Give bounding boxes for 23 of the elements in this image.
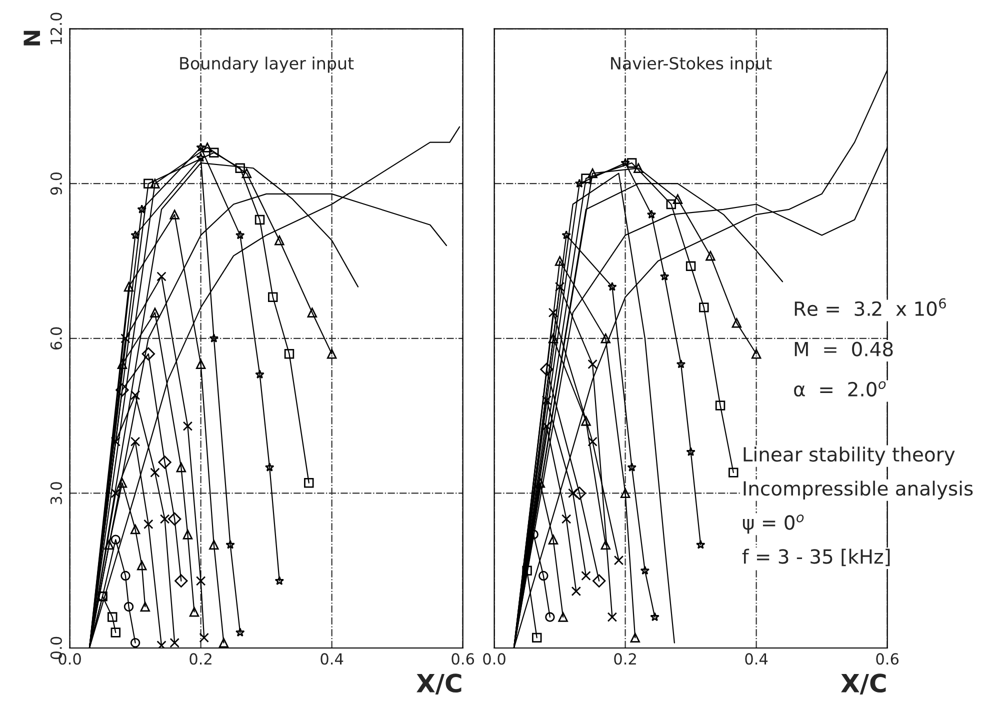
x-tick-label: 0.0 [483,653,506,665]
annotation: M = 0.48 [794,342,893,356]
x-tick-label: 0.2 [614,653,636,665]
text: Boundary layer input [180,56,354,73]
x-axis-title: X/C [416,674,462,695]
x-tick-label: 0.6 [876,653,899,665]
x-tick-label: 0.2 [190,653,212,665]
text: Navier-Stokes input [611,56,772,73]
x-tick-label: 0.4 [745,653,768,665]
y-tick-label: 6.0 [50,327,62,350]
annotation: Incompressible analysis [744,480,973,500]
x-tick-label: 0.6 [452,653,474,665]
annotation: α = 2.0$^{o}$ [794,381,886,397]
y-tick-label: 9.0 [50,172,62,195]
annotation: ψ = 0$^{o}$ [742,514,804,534]
annotation: f = 3 - 35 [kHz] [742,548,890,566]
y-tick-label: 12.0 [50,12,62,44]
x-tick-label: 0.4 [320,653,344,665]
x-axis-title: X/C [841,674,886,695]
y-tick-label: 3.0 [50,482,62,504]
annotation: Linear stability theory [744,446,955,466]
y-axis-title: N [24,30,40,46]
annotation: Re = 3.2 x 10$^{6}$ [794,298,946,316]
